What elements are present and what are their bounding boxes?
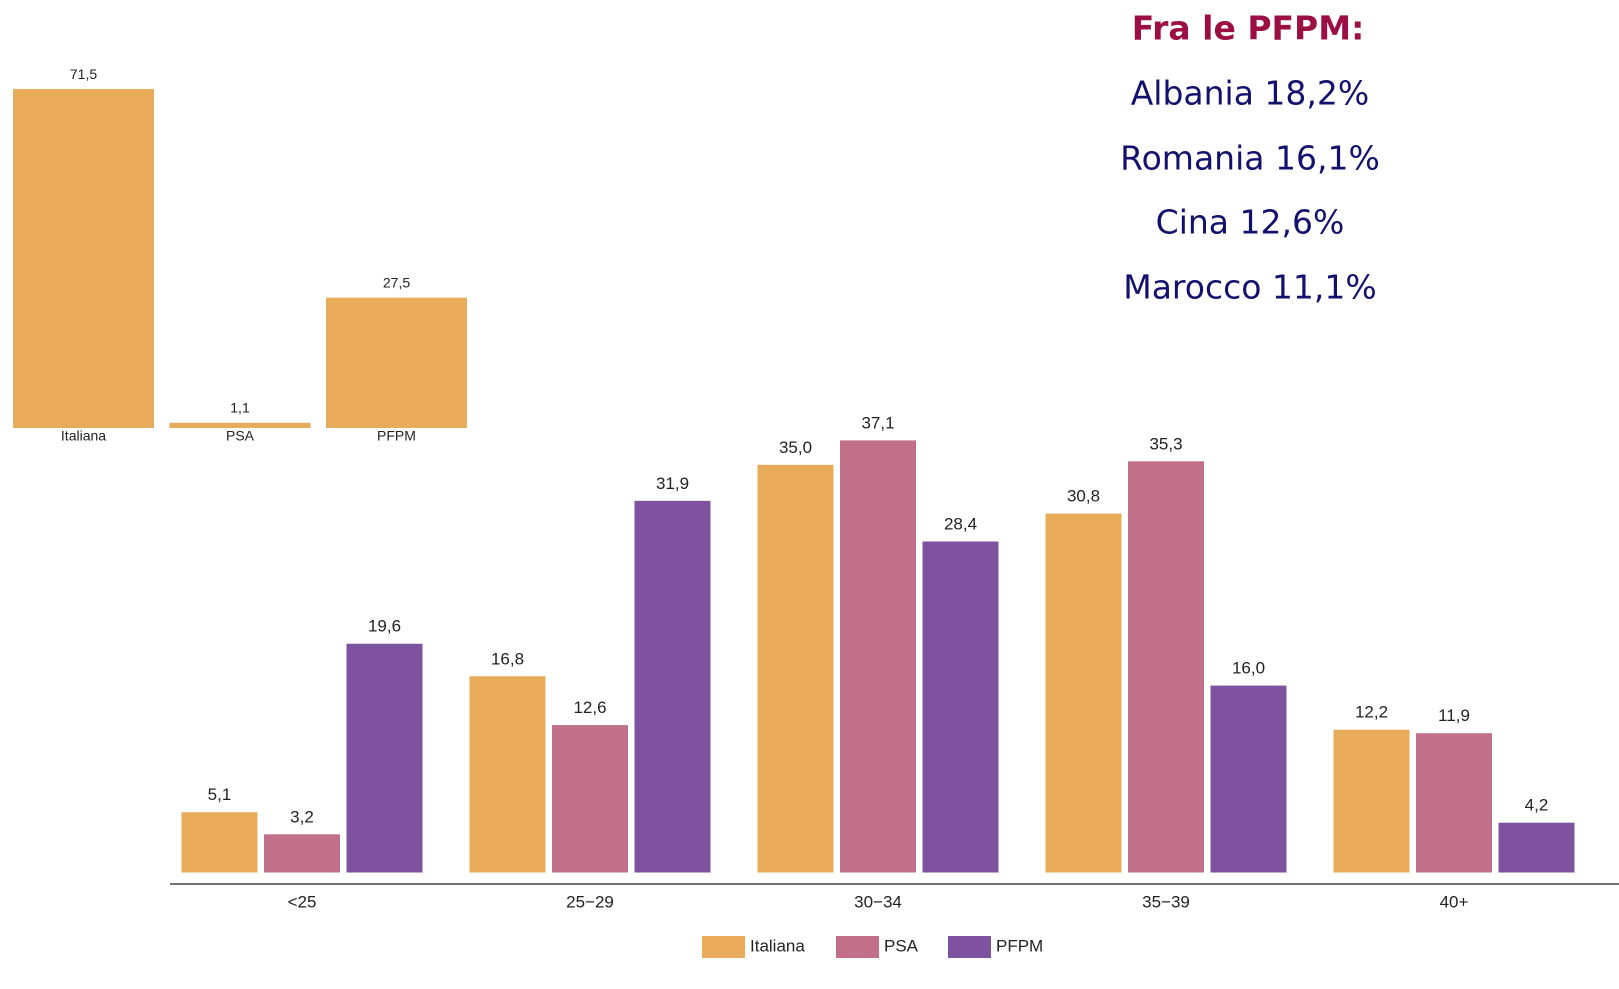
bar: [169, 422, 311, 428]
note-title: Fra le PFPM:: [1132, 9, 1365, 48]
bar: [922, 541, 999, 873]
x-tick-label: 35−39: [1142, 892, 1190, 911]
bar: [1416, 733, 1492, 873]
bar: [346, 643, 423, 873]
x-tick-label: <25: [288, 892, 317, 911]
note-item: Albania 18,2%: [1131, 74, 1370, 113]
bar: [181, 812, 258, 873]
note-item: Romania 16,1%: [1120, 139, 1380, 178]
value-label: 3,2: [290, 807, 314, 826]
x-tick-label: 40+: [1440, 892, 1469, 911]
legend-label: PSA: [884, 936, 919, 955]
legend-label: PFPM: [996, 936, 1043, 955]
value-label: 35,3: [1149, 434, 1182, 453]
bar: [552, 725, 628, 873]
bar: [326, 297, 467, 428]
legend-swatch: [948, 936, 991, 958]
legend-swatch: [836, 936, 879, 958]
value-label: 4,2: [1525, 796, 1549, 815]
bar: [264, 834, 340, 873]
legend-swatch: [702, 936, 745, 958]
bar: [469, 676, 546, 873]
value-label: 16,0: [1232, 659, 1265, 678]
value-label: 71,5: [70, 66, 97, 82]
bar: [1045, 513, 1122, 873]
note-item: Marocco 11,1%: [1123, 268, 1377, 307]
value-label: 31,9: [656, 474, 689, 493]
value-label: 11,9: [1438, 706, 1470, 725]
value-label: 30,8: [1067, 487, 1100, 506]
value-label: 1,1: [230, 399, 250, 415]
x-tick-label: PFPM: [377, 428, 416, 444]
value-label: 27,5: [383, 274, 410, 290]
x-tick-label: Italiana: [61, 428, 106, 444]
value-label: 37,1: [861, 413, 894, 432]
bar: [757, 464, 834, 873]
value-label: 16,8: [491, 649, 524, 668]
bar: [1333, 729, 1410, 873]
bar: [840, 440, 916, 873]
bar: [1128, 461, 1204, 873]
x-tick-label: 25−29: [566, 892, 614, 911]
note-item: Cina 12,6%: [1156, 203, 1345, 242]
bar: [13, 89, 154, 428]
legend-label: Italiana: [750, 936, 805, 955]
bar: [1498, 822, 1575, 873]
bar: [1210, 685, 1287, 873]
value-label: 12,2: [1355, 703, 1388, 722]
bar: [634, 500, 711, 873]
x-tick-label: 30−34: [854, 892, 902, 911]
value-label: 19,6: [368, 617, 401, 636]
x-tick-label: PSA: [226, 428, 255, 444]
value-label: 12,6: [573, 698, 606, 717]
value-label: 5,1: [208, 785, 232, 804]
value-label: 28,4: [944, 514, 977, 533]
value-label: 35,0: [779, 438, 812, 457]
